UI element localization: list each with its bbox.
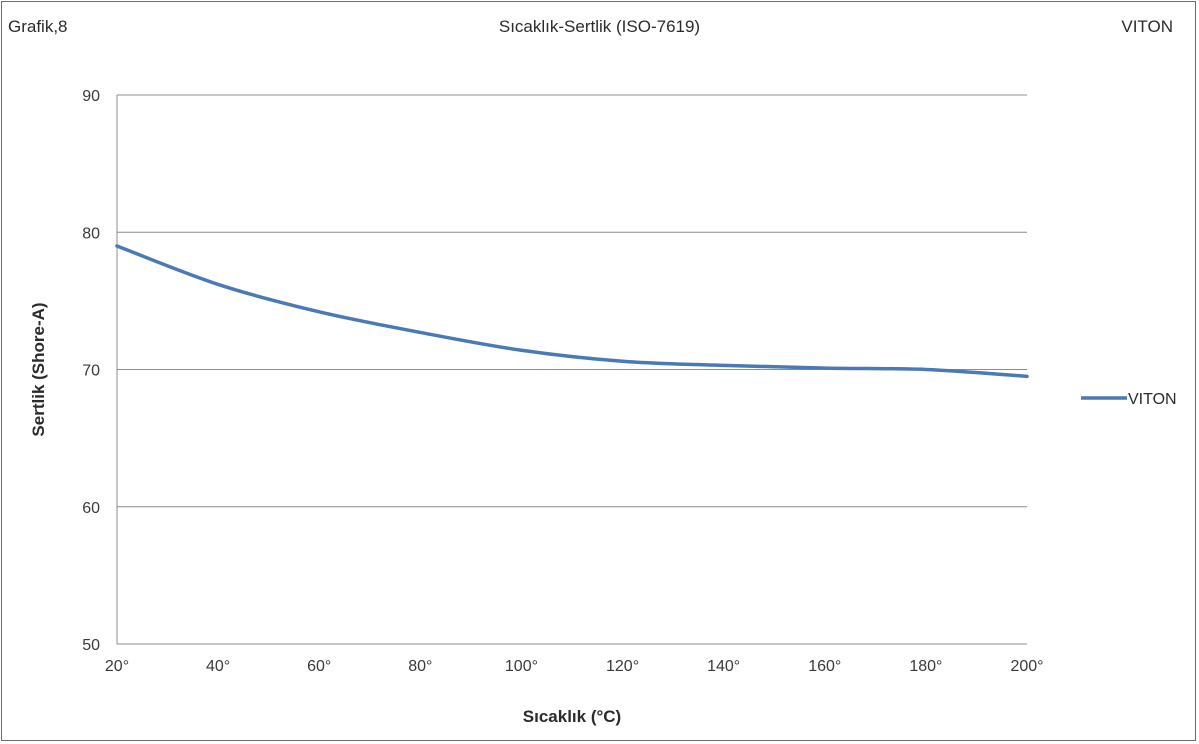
- x-tick-label: 200°: [1010, 658, 1043, 675]
- material-label: VITON: [1121, 17, 1173, 36]
- legend: VITON: [1081, 391, 1177, 408]
- chart-title: Sıcaklık-Sertlik (ISO-7619): [498, 17, 701, 36]
- x-tick-label: 140°: [707, 658, 740, 675]
- x-tick-label: 80°: [408, 658, 432, 675]
- x-tick-label: 180°: [909, 658, 942, 675]
- y-axis-title: Sertlik (Shore-A): [29, 302, 48, 436]
- x-tick-label: 20°: [105, 658, 129, 675]
- legend-label: VITON: [1128, 391, 1177, 408]
- y-axis-ticks: 50 60 70 80 90: [82, 88, 100, 654]
- y-tick-label: 90: [82, 88, 100, 105]
- x-axis-ticks: 20° 40° 60° 80° 100° 120° 140° 160° 180° 200°: [105, 658, 1044, 675]
- series-layer: [115, 244, 1029, 379]
- y-tick-label: 70: [82, 363, 100, 380]
- x-tick-label: 40°: [206, 658, 230, 675]
- x-axis-title: Sıcaklık (°C): [523, 707, 621, 726]
- figure-number: Grafik,8: [8, 17, 68, 36]
- series-line-viton: [115, 244, 1029, 379]
- x-tick-label: 120°: [606, 658, 639, 675]
- x-tick-label: 160°: [808, 658, 841, 675]
- x-tick-label: 60°: [307, 658, 331, 675]
- y-tick-label: 80: [82, 225, 100, 242]
- y-tick-label: 50: [82, 637, 100, 654]
- x-tick-label: 100°: [505, 658, 538, 675]
- y-tick-label: 60: [82, 500, 100, 517]
